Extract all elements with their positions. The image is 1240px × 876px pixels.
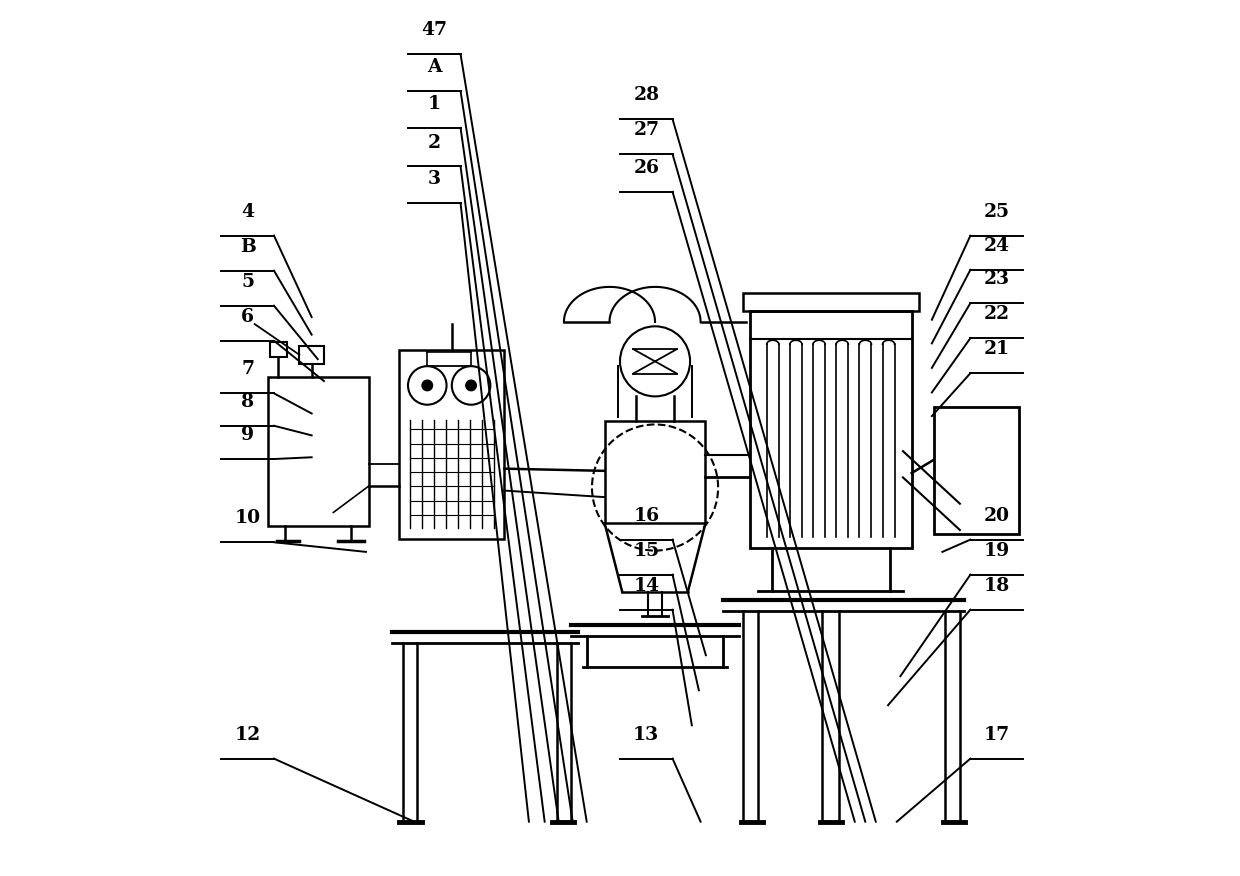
- Bar: [934, 407, 1019, 534]
- Bar: [743, 293, 919, 311]
- Text: 14: 14: [634, 576, 660, 595]
- Text: 17: 17: [983, 725, 1009, 744]
- Text: 13: 13: [634, 725, 660, 744]
- Text: 3: 3: [428, 170, 441, 188]
- Bar: [399, 350, 505, 539]
- Circle shape: [422, 380, 433, 391]
- Bar: [299, 346, 324, 364]
- Text: 21: 21: [983, 340, 1009, 358]
- Bar: [268, 377, 368, 526]
- Text: 9: 9: [242, 426, 254, 444]
- Text: 6: 6: [242, 307, 254, 326]
- Text: 28: 28: [634, 86, 660, 104]
- Text: 16: 16: [634, 506, 660, 525]
- Text: 26: 26: [634, 159, 660, 177]
- Text: A: A: [427, 58, 441, 76]
- Text: 25: 25: [983, 202, 1009, 221]
- Text: 15: 15: [634, 541, 660, 560]
- Bar: [750, 311, 911, 548]
- Text: 19: 19: [983, 541, 1009, 560]
- Text: 10: 10: [234, 509, 260, 527]
- Text: 2: 2: [428, 133, 440, 152]
- Text: 8: 8: [241, 392, 254, 411]
- Text: 5: 5: [242, 272, 254, 291]
- Text: 23: 23: [983, 270, 1009, 288]
- Text: 22: 22: [983, 305, 1009, 323]
- Bar: [269, 342, 288, 357]
- Text: 20: 20: [983, 506, 1009, 525]
- Circle shape: [466, 380, 476, 391]
- Text: 27: 27: [634, 121, 660, 139]
- Text: 18: 18: [983, 576, 1009, 595]
- Text: 24: 24: [983, 237, 1009, 255]
- Text: 7: 7: [242, 360, 254, 378]
- Bar: [605, 421, 706, 524]
- Text: 12: 12: [234, 725, 260, 744]
- Text: 1: 1: [428, 95, 441, 113]
- Text: B: B: [239, 237, 255, 256]
- Text: 47: 47: [422, 21, 448, 39]
- Text: 4: 4: [242, 202, 254, 221]
